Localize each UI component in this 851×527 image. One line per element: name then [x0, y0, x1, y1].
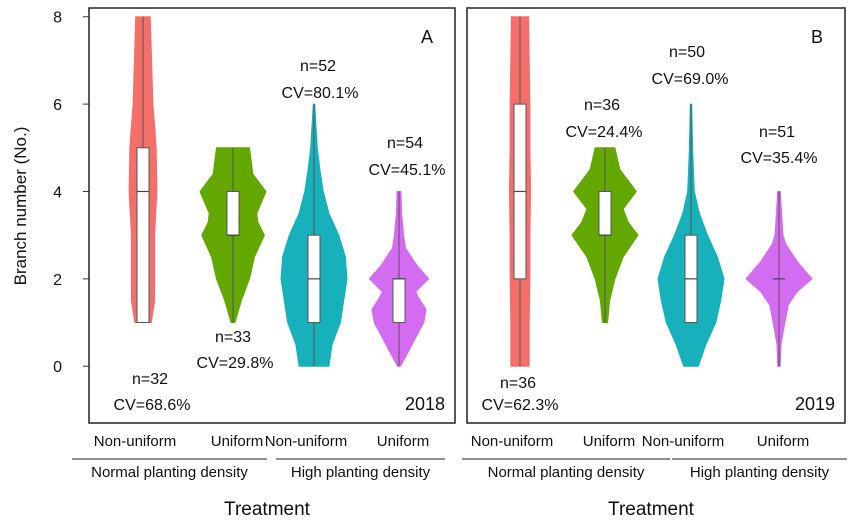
x-axis-label: Treatment [224, 499, 311, 520]
n-label: n=54 [387, 135, 423, 152]
n-label: n=52 [300, 58, 336, 75]
iqr-box [136, 147, 150, 324]
n-label: n=33 [215, 329, 251, 346]
n-label: n=51 [759, 124, 795, 141]
x-tick-label: Uniform [757, 433, 810, 450]
group-label: High planting density [291, 464, 431, 481]
panel-frame [88, 7, 456, 424]
group-label: High planting density [690, 464, 830, 481]
cv-label: CV=24.4% [566, 124, 643, 141]
panel-year: 2019 [795, 394, 835, 414]
panel-frame [466, 7, 846, 424]
y-tick-label: 8 [53, 10, 62, 27]
x-tick-label: Uniform [583, 433, 636, 450]
cv-label: CV=35.4% [741, 150, 818, 167]
panel-year: 2018 [405, 394, 445, 414]
x-tick-label: Non-uniform [94, 433, 177, 450]
group-label: Normal planting density [488, 464, 645, 481]
cv-label: CV=69.0% [652, 71, 729, 88]
iqr-box [598, 190, 612, 236]
cv-label: CV=45.1% [369, 162, 446, 179]
cv-label: CV=29.8% [197, 355, 274, 372]
y-tick-label: 6 [53, 97, 62, 114]
x-tick-label: Non-uniform [471, 433, 554, 450]
x-tick-label: Uniform [211, 433, 264, 450]
cv-label: CV=68.6% [114, 397, 191, 414]
group-label: Normal planting density [91, 464, 248, 481]
iqr-box [392, 278, 406, 324]
n-label: n=50 [669, 44, 705, 61]
x-axis-label: Treatment [608, 499, 695, 520]
n-label: n=36 [584, 97, 620, 114]
panel-letter: B [811, 27, 823, 47]
y-tick-label: 0 [53, 359, 62, 376]
panel-letter: A [421, 27, 433, 47]
x-tick-label: Uniform [377, 433, 430, 450]
y-axis-label: Branch number (No.) [11, 127, 30, 286]
cv-label: CV=62.3% [482, 397, 559, 414]
n-label: n=32 [132, 371, 168, 388]
cv-label: CV=80.1% [282, 85, 359, 102]
x-tick-label: Non-uniform [642, 433, 725, 450]
y-tick-label: 2 [53, 272, 62, 289]
iqr-box [226, 190, 240, 236]
n-label: n=36 [500, 375, 536, 392]
y-tick-label: 4 [53, 184, 62, 201]
x-tick-label: Non-uniform [265, 433, 348, 450]
